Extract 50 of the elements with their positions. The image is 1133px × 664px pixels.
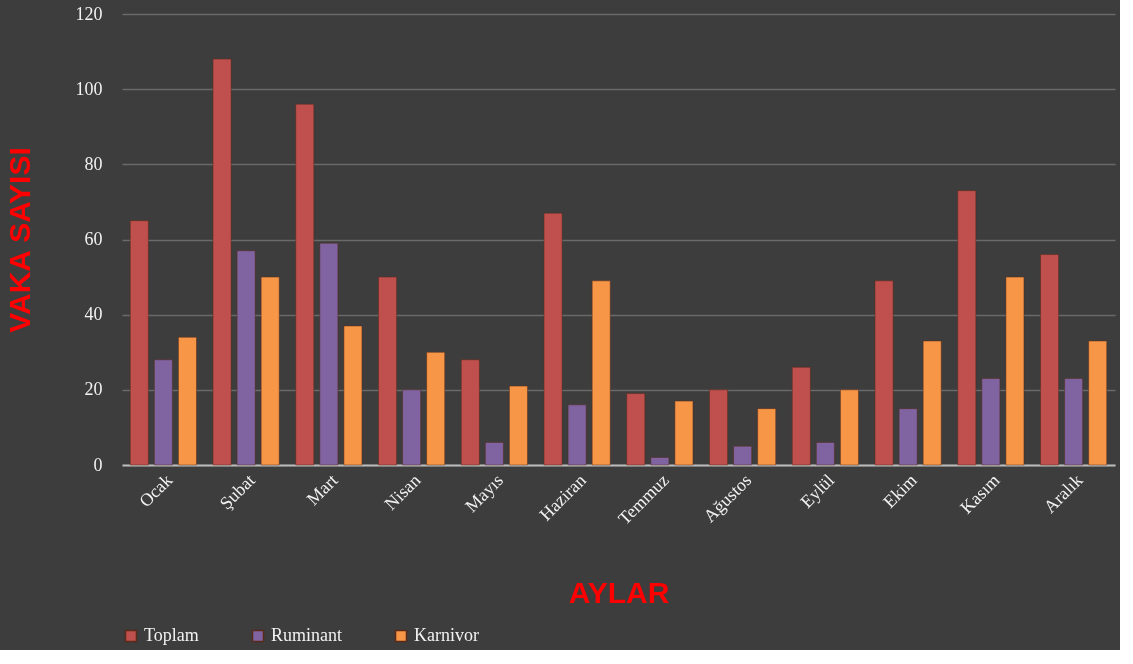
bar <box>898 408 918 466</box>
y-tick-label: 80 <box>84 153 103 174</box>
legend-label: Toplam <box>144 625 199 645</box>
bar <box>1088 340 1107 466</box>
bar <box>402 389 421 466</box>
bar <box>1005 276 1025 466</box>
bar <box>733 445 752 466</box>
bar <box>378 276 397 466</box>
bar <box>260 276 280 466</box>
y-tick-label: 40 <box>84 304 103 325</box>
bar <box>178 336 197 466</box>
legend-label: Karnivor <box>414 625 479 645</box>
y-axis-title: VAKA SAYISI <box>2 147 36 333</box>
bar <box>757 408 776 466</box>
bar <box>650 457 670 466</box>
bar <box>874 280 894 466</box>
bar <box>981 378 1001 466</box>
bar <box>922 340 942 466</box>
legend-label: Ruminant <box>271 625 342 645</box>
bar <box>212 58 232 466</box>
bar <box>792 367 811 466</box>
bar <box>816 442 835 466</box>
bar <box>591 280 611 466</box>
bar <box>485 442 504 466</box>
bar <box>295 103 315 466</box>
bar <box>343 325 363 466</box>
bar <box>319 243 339 466</box>
y-tick-label: 120 <box>75 3 103 24</box>
bar <box>130 220 149 466</box>
x-tick-label: Ocak <box>135 470 177 512</box>
bar <box>957 190 977 466</box>
y-tick-label: 100 <box>75 78 103 99</box>
bar <box>840 389 859 466</box>
bar <box>543 212 563 466</box>
bar <box>674 400 694 466</box>
bar <box>236 250 256 466</box>
y-tick-label: 0 <box>93 454 103 475</box>
bar <box>509 385 528 466</box>
x-tick-label: Mart <box>302 470 342 509</box>
bar <box>1064 378 1083 466</box>
bar <box>461 359 480 466</box>
bar <box>709 389 728 466</box>
bar <box>1040 254 1059 466</box>
bar <box>426 352 445 466</box>
x-axis-title: AYLAR <box>568 575 670 609</box>
bar <box>154 359 173 466</box>
y-tick-label: 20 <box>84 379 103 400</box>
bar <box>567 404 587 466</box>
y-tick-label: 60 <box>84 229 103 249</box>
bar <box>626 393 646 466</box>
